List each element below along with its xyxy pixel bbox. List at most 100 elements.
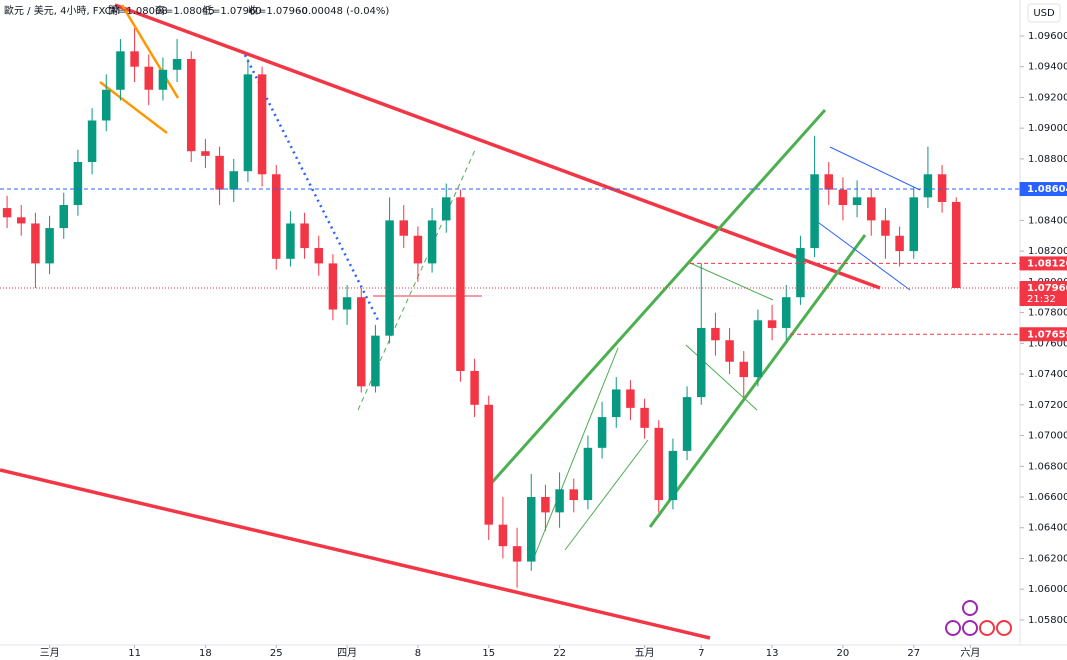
candle-body bbox=[399, 220, 408, 236]
x-tick-label: 六月 bbox=[960, 647, 980, 659]
candle-body bbox=[583, 447, 593, 501]
y-tick-label: 1.07600 bbox=[1028, 338, 1067, 349]
candle-body bbox=[640, 407, 649, 428]
y-tick-label: 1.07800 bbox=[1028, 308, 1067, 319]
candle-body bbox=[413, 235, 423, 264]
candle-body bbox=[342, 297, 352, 310]
y-tick-label: 1.06200 bbox=[1028, 553, 1067, 564]
candle-body bbox=[102, 89, 111, 121]
candle-body bbox=[682, 397, 692, 451]
candle-body bbox=[215, 155, 224, 190]
candle-body bbox=[427, 220, 437, 264]
price-label: 1.08604 bbox=[1027, 184, 1067, 195]
candle-body bbox=[371, 335, 380, 387]
y-tick-label: 1.08400 bbox=[1028, 215, 1067, 226]
candle-body bbox=[229, 171, 238, 190]
x-tick-label: 四月 bbox=[337, 647, 357, 659]
candle-body bbox=[555, 489, 564, 513]
candle-body bbox=[937, 174, 947, 202]
candle-body bbox=[725, 340, 734, 362]
candle-body bbox=[909, 197, 918, 252]
candle-body bbox=[470, 370, 479, 405]
event-icon[interactable] bbox=[945, 620, 961, 636]
candle-body bbox=[923, 174, 933, 198]
candle-body bbox=[711, 327, 720, 341]
candle-body bbox=[697, 327, 706, 398]
candle-body bbox=[144, 66, 153, 90]
candle-body bbox=[17, 217, 26, 224]
x-tick-label: 7 bbox=[698, 648, 704, 659]
trend-line bbox=[687, 261, 774, 301]
y-tick-label: 1.06800 bbox=[1028, 461, 1067, 472]
candle-body bbox=[172, 59, 182, 70]
currency-box[interactable] bbox=[1027, 3, 1061, 23]
y-tick-label: 1.09400 bbox=[1028, 62, 1067, 73]
candle-body bbox=[867, 197, 876, 221]
candles bbox=[2, 28, 961, 588]
price-label: 1.07659 bbox=[1027, 329, 1067, 340]
event-icon[interactable] bbox=[962, 620, 978, 636]
candle-body bbox=[31, 223, 40, 264]
candle-body bbox=[257, 74, 267, 175]
event-icon[interactable] bbox=[962, 600, 978, 616]
candle-body bbox=[767, 320, 777, 328]
candle-body bbox=[442, 197, 451, 221]
y-tick-label: 1.08800 bbox=[1028, 154, 1067, 165]
countdown: 21:32 bbox=[1027, 294, 1056, 305]
candle-body bbox=[201, 151, 210, 156]
ohlc-close: 收=1.07960 bbox=[248, 4, 308, 17]
symbol-title: 歐元 / 美元, 4小時, FXCM bbox=[4, 4, 120, 17]
flags[interactable] bbox=[945, 600, 1012, 636]
ohlc-high: 高=1.08045 bbox=[155, 4, 215, 17]
price-label: 1.08120 bbox=[1027, 258, 1067, 269]
candle-body bbox=[753, 320, 763, 378]
trend-line bbox=[0, 468, 711, 640]
candle-body bbox=[796, 248, 805, 298]
x-tick-label: 27 bbox=[907, 648, 920, 659]
candle-body bbox=[328, 263, 338, 310]
candle-body bbox=[612, 389, 621, 418]
candle-body bbox=[824, 174, 833, 190]
candle-body bbox=[952, 201, 961, 288]
candle-body bbox=[626, 389, 635, 408]
y-tick-label: 1.09200 bbox=[1028, 92, 1067, 103]
event-icon[interactable] bbox=[996, 620, 1012, 636]
currency[interactable]: USD bbox=[1033, 8, 1055, 19]
candle-body bbox=[456, 197, 465, 371]
candle-body bbox=[810, 174, 819, 249]
candle-body bbox=[569, 489, 578, 501]
x-tick-label: 25 bbox=[270, 648, 283, 659]
ohlc-open: 開=1.08008 bbox=[108, 5, 168, 17]
x-tick-label: 22 bbox=[553, 648, 566, 659]
trend-line bbox=[243, 54, 380, 321]
price-label-box bbox=[1019, 256, 1067, 271]
candle-body bbox=[243, 74, 253, 172]
candle-body bbox=[484, 404, 493, 525]
trend-line bbox=[814, 219, 911, 291]
trend-line bbox=[114, 3, 881, 290]
candle-body bbox=[116, 51, 125, 90]
candle-body bbox=[838, 189, 848, 206]
price-label-box bbox=[1019, 280, 1067, 306]
channel-line bbox=[485, 109, 827, 489]
candle-body bbox=[782, 297, 791, 328]
candle-body bbox=[158, 69, 168, 90]
candle-body bbox=[895, 235, 904, 252]
candle-body bbox=[300, 223, 309, 249]
candle-body bbox=[527, 497, 536, 562]
candle-body bbox=[286, 223, 295, 259]
candle-body bbox=[73, 161, 83, 206]
y-tick-label: 1.07400 bbox=[1028, 369, 1067, 380]
x-tick-label: 18 bbox=[199, 648, 212, 659]
candle-body bbox=[541, 497, 550, 513]
candle-body bbox=[668, 450, 678, 501]
candle-body bbox=[314, 248, 323, 264]
candle-body bbox=[597, 417, 607, 448]
candle-body bbox=[187, 59, 196, 152]
candle-body bbox=[881, 220, 890, 236]
y-tick-label: 1.05800 bbox=[1028, 615, 1067, 626]
y-tick-label: 1.09000 bbox=[1028, 123, 1067, 134]
event-icon[interactable] bbox=[979, 620, 995, 636]
y-tick-label: 1.08200 bbox=[1028, 246, 1067, 257]
